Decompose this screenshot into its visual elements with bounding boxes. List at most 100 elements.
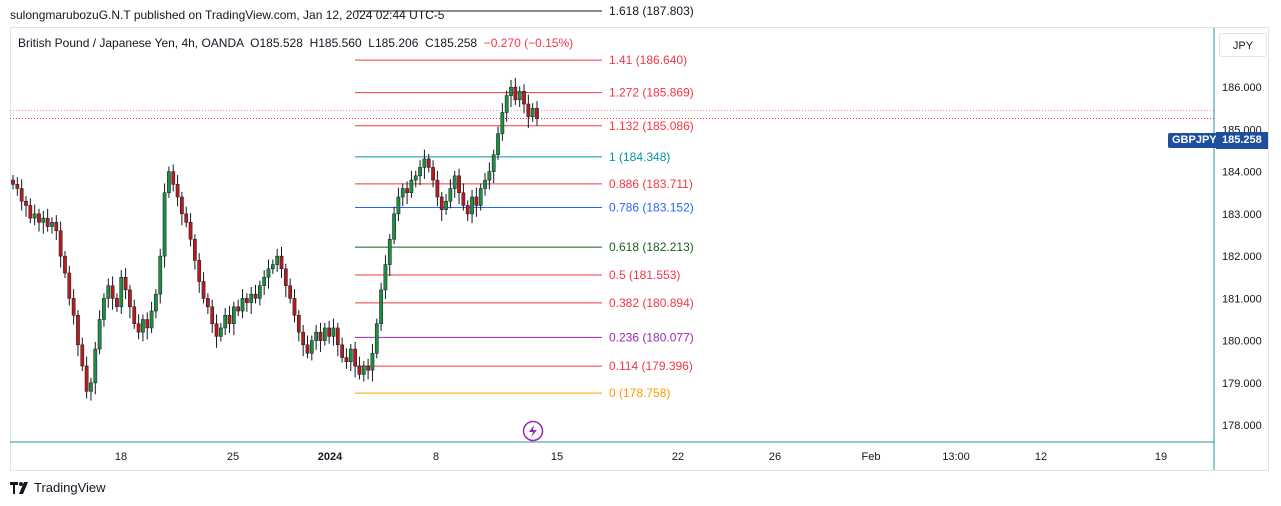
candle-body	[193, 238, 197, 261]
candle-body	[504, 95, 509, 113]
candle-body	[37, 213, 41, 223]
candle-body	[275, 255, 280, 265]
candle-body	[93, 348, 98, 384]
time-tick-label: 19	[1155, 451, 1167, 463]
legend-open: 185.528	[259, 36, 303, 50]
candle-body	[80, 344, 85, 367]
fib-level-label: 1.618 (187.803)	[609, 4, 694, 18]
candle-body	[344, 357, 349, 362]
candle-body	[318, 331, 323, 341]
candle-body	[301, 331, 305, 346]
candle-body	[335, 327, 340, 346]
publisher-text: sulongmarubozuG.N.T published on Trading…	[10, 8, 445, 22]
candle-body	[496, 133, 500, 155]
time-tick-label: 2024	[318, 451, 343, 463]
candle-body	[41, 217, 46, 223]
candle-body	[232, 306, 236, 324]
candle-body	[314, 331, 318, 341]
fib-level-label: 0.382 (180.894)	[609, 296, 694, 310]
candle-body	[119, 276, 124, 308]
price-tick-label: 179.000	[1222, 378, 1262, 390]
candle-body	[383, 264, 388, 291]
time-tick-label: 22	[672, 451, 684, 463]
candle-body	[162, 192, 167, 257]
candle-body	[180, 196, 184, 215]
candle-body	[106, 285, 111, 299]
candle-body	[262, 276, 267, 286]
candle-body	[513, 86, 518, 101]
price-tick-label: 180.000	[1222, 336, 1262, 348]
candle-body	[175, 184, 180, 198]
chart-frame[interactable]	[10, 27, 1269, 471]
candle-body	[236, 306, 241, 312]
candle-body	[491, 154, 496, 172]
candle-body	[348, 348, 353, 362]
fib-level-label: 0.5 (181.553)	[609, 268, 680, 282]
candle-body	[439, 196, 444, 210]
candle-body	[89, 382, 93, 392]
fib-level-label: 0.886 (183.711)	[609, 177, 693, 191]
candle-body	[110, 285, 115, 299]
legend-close: 185.258	[433, 36, 478, 50]
legend-close-label: C	[425, 36, 434, 50]
candle-body	[283, 268, 288, 286]
candle-body	[396, 196, 401, 215]
candle-body	[102, 298, 106, 320]
candle-body	[387, 238, 392, 265]
candle-body	[461, 192, 466, 206]
fib-level-label: 0.236 (180.077)	[609, 330, 694, 344]
candle-body	[84, 365, 89, 392]
fib-level-label: 1.272 (185.869)	[609, 86, 694, 100]
candle-body	[305, 344, 310, 354]
candle-body	[132, 306, 137, 324]
time-tick-label: 26	[769, 451, 781, 463]
time-tick-label: Feb	[862, 451, 881, 463]
candle-body	[357, 365, 362, 375]
tradingview-logo-icon	[10, 481, 30, 494]
candle-body	[435, 179, 440, 198]
candle-body	[457, 175, 461, 194]
candle-body	[136, 323, 141, 333]
footer-brand-label: TradingView	[34, 480, 106, 495]
time-tick-label: 15	[551, 451, 563, 463]
candle-body	[257, 285, 262, 299]
candle-body	[478, 188, 483, 206]
candle-body	[71, 298, 76, 316]
candle-body	[188, 222, 193, 240]
fib-level-label: 1.132 (185.086)	[609, 119, 694, 133]
candle-body	[509, 86, 513, 96]
candle-body	[322, 327, 327, 341]
price-tick-label: 182.000	[1222, 251, 1262, 263]
candle-body	[167, 171, 171, 194]
candle-body	[444, 200, 448, 210]
candle-body	[331, 327, 336, 337]
candle-body	[141, 319, 145, 333]
candle-body	[452, 175, 457, 189]
candle-body	[270, 264, 275, 270]
candle-body	[483, 179, 487, 189]
candle-body	[24, 200, 28, 206]
candle-body	[409, 179, 414, 194]
candle-body	[327, 327, 331, 337]
fib-level-label: 0.786 (183.152)	[609, 200, 694, 214]
candle-body	[426, 158, 431, 168]
currency-button[interactable]: JPY	[1219, 33, 1267, 57]
candle-body	[353, 348, 357, 367]
time-tick-label: 13:00	[942, 451, 970, 463]
fib-level-label: 1.41 (186.640)	[609, 53, 687, 67]
candle-body	[128, 289, 132, 308]
footer-brand[interactable]: TradingView	[10, 480, 106, 495]
candle-body	[115, 298, 119, 308]
legend-high-label: H	[309, 36, 319, 50]
candle-body	[76, 315, 80, 346]
candle-body	[535, 108, 539, 119]
candle-body	[19, 188, 24, 202]
candle-body	[219, 327, 223, 337]
legend-open-label: O	[250, 36, 260, 50]
candle-body	[500, 112, 505, 134]
candle-body	[45, 217, 50, 227]
candle-body	[340, 344, 344, 358]
legend-high: 185.560	[318, 36, 362, 50]
candle-body	[522, 91, 526, 105]
